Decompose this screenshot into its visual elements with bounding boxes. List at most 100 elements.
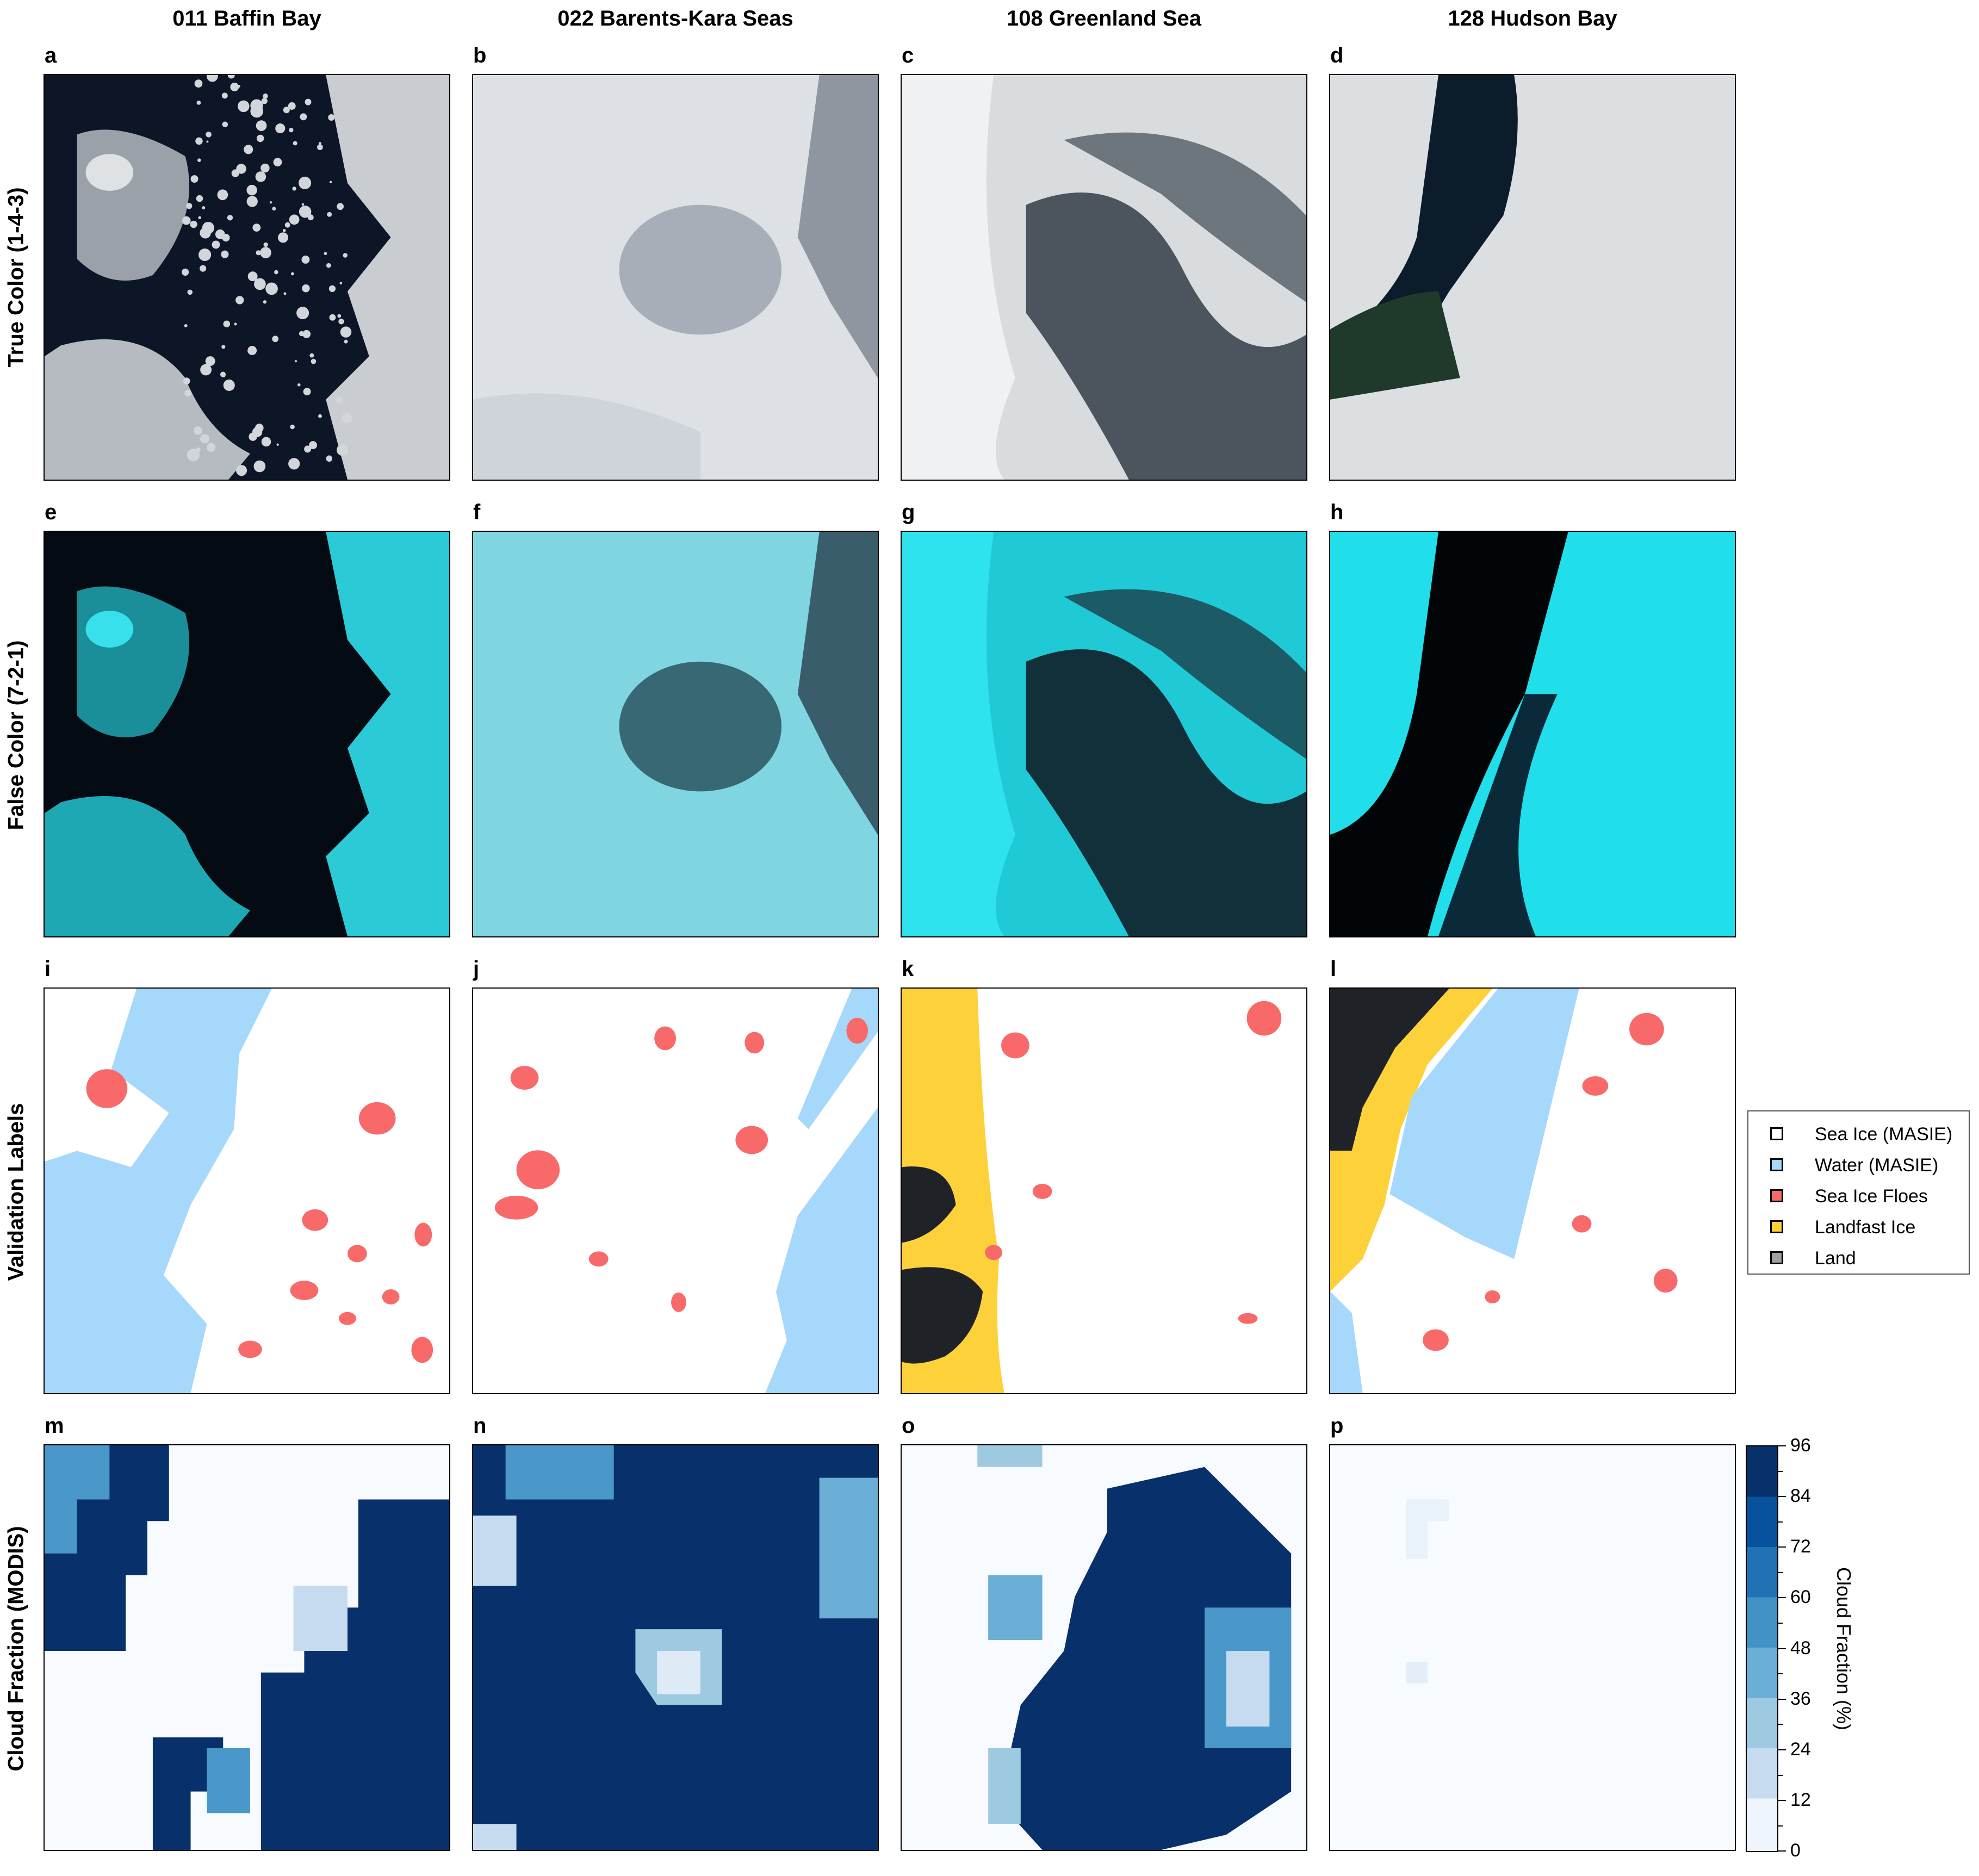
ice-floe [317, 144, 323, 151]
ice-floe [195, 137, 203, 145]
panel-letter-e: e [45, 500, 57, 524]
ice-floe [235, 296, 244, 305]
ice-floe [200, 434, 210, 444]
colorbar-tick [1778, 1699, 1786, 1700]
column-title-barents-kara: 022 Barents-Kara Seas [557, 7, 793, 30]
ice-floe [288, 102, 296, 110]
ice-floe [275, 123, 286, 134]
ice-floe [301, 203, 305, 206]
ice-floe [339, 282, 343, 285]
ice-floe [293, 141, 297, 146]
false-color-baffin-bay-image [44, 531, 450, 937]
column-title-baffin-bay: 011 Baffin Bay [172, 7, 321, 30]
ice-floe [303, 388, 311, 396]
ice-floe [212, 240, 220, 249]
ice-floe [288, 458, 300, 470]
ice-floe [253, 460, 266, 473]
colorbar-tick [1778, 1749, 1786, 1750]
ice-floe [341, 413, 352, 424]
false-color-barents-kara-image [472, 531, 879, 937]
ice-floe [324, 252, 327, 256]
ice-floe [337, 203, 344, 210]
ice-floe [299, 176, 312, 189]
ice-floe [296, 307, 309, 320]
ice-floe [305, 98, 312, 105]
colorbar-minor-tick [1778, 1775, 1783, 1776]
colorbar-label-96: 96 [1790, 1435, 1811, 1456]
ice-floe [289, 214, 300, 225]
ice-floe [289, 127, 294, 133]
cloud-fraction-barents-kara [472, 1444, 879, 1851]
ice-floe [297, 383, 301, 387]
ice-floe [309, 441, 318, 450]
panel-letter-i: i [45, 957, 51, 981]
colorbar-tick [1778, 1648, 1786, 1649]
validation-labels-barents-kara [472, 987, 879, 1394]
ice-floe [329, 314, 336, 321]
ice-floe [202, 206, 206, 210]
ice-floe [236, 465, 247, 476]
ice-floe [326, 263, 331, 268]
panel-letter-d: d [1330, 44, 1344, 67]
ice-floe [283, 292, 287, 295]
ice-floe [274, 270, 278, 275]
row-label-cloud-fraction: Cloud Fraction (MODIS) [4, 1526, 28, 1772]
column-title-hudson-bay: 128 Hudson Bay [1448, 7, 1617, 30]
ice-floe [340, 326, 352, 338]
column-title-greenland-sea: 108 Greenland Sea [1007, 7, 1201, 30]
ice-floe [302, 284, 310, 293]
ice-floe [246, 184, 257, 196]
row-label-validation: Validation Labels [4, 1103, 28, 1281]
ice-floe [301, 256, 310, 264]
ice-floe [182, 268, 189, 276]
colorbar-tick [1778, 1850, 1786, 1852]
ice-floe [265, 282, 278, 295]
colorbar-label-72: 72 [1790, 1536, 1811, 1557]
ice-floe [196, 447, 201, 452]
panel-letter-c: c [902, 44, 914, 67]
ice-floe [262, 250, 270, 259]
true-color-hudson-bay-image [1329, 74, 1736, 481]
ice-floe [328, 114, 335, 121]
ice-floe [292, 187, 296, 191]
ice-floe [309, 353, 314, 358]
ice-floe [220, 371, 226, 377]
ice-floe [223, 379, 235, 391]
ice-floe [290, 424, 295, 430]
ice-floe [231, 169, 239, 177]
ice-floe [184, 324, 188, 328]
ice-floe [318, 414, 322, 418]
row-label-true-color: True Color (1-4-3) [4, 187, 28, 368]
ice-floe [299, 206, 312, 218]
ice-floe [249, 432, 257, 441]
false-color-hudson-bay-image [1329, 531, 1736, 937]
colorbar-minor-tick [1778, 1471, 1783, 1472]
colorbar-tick [1778, 1445, 1786, 1446]
ice-floe [198, 216, 202, 220]
colorbar-tick [1778, 1800, 1786, 1801]
ice-floe [319, 142, 321, 145]
legend-swatch-landfast [1770, 1220, 1783, 1233]
ice-floe [304, 445, 312, 453]
ice-floe [290, 272, 294, 276]
cloud-fraction-greenland-sea [901, 1444, 1307, 1851]
ice-floe [237, 84, 240, 88]
validation-labels-baffin-bay [44, 987, 450, 1394]
ice-floe [196, 100, 201, 105]
colorbar-title: Cloud Fraction (%) [1833, 1567, 1855, 1731]
legend-swatch-land [1770, 1251, 1783, 1264]
colorbar-label-24: 24 [1790, 1739, 1811, 1760]
ice-floe [276, 443, 279, 446]
ice-floe [329, 181, 332, 183]
colorbar [1746, 1445, 1778, 1852]
ice-floe [263, 93, 268, 99]
ice-floe [194, 79, 203, 88]
ice-floe [263, 242, 268, 247]
colorbar-label-60: 60 [1790, 1587, 1811, 1607]
validation-labels-greenland-sea [901, 987, 1307, 1394]
ice-floe [302, 330, 311, 338]
ice-floe [260, 163, 270, 173]
ice-floe [187, 289, 193, 295]
ice-floe [255, 171, 266, 182]
ice-floe [222, 234, 230, 242]
